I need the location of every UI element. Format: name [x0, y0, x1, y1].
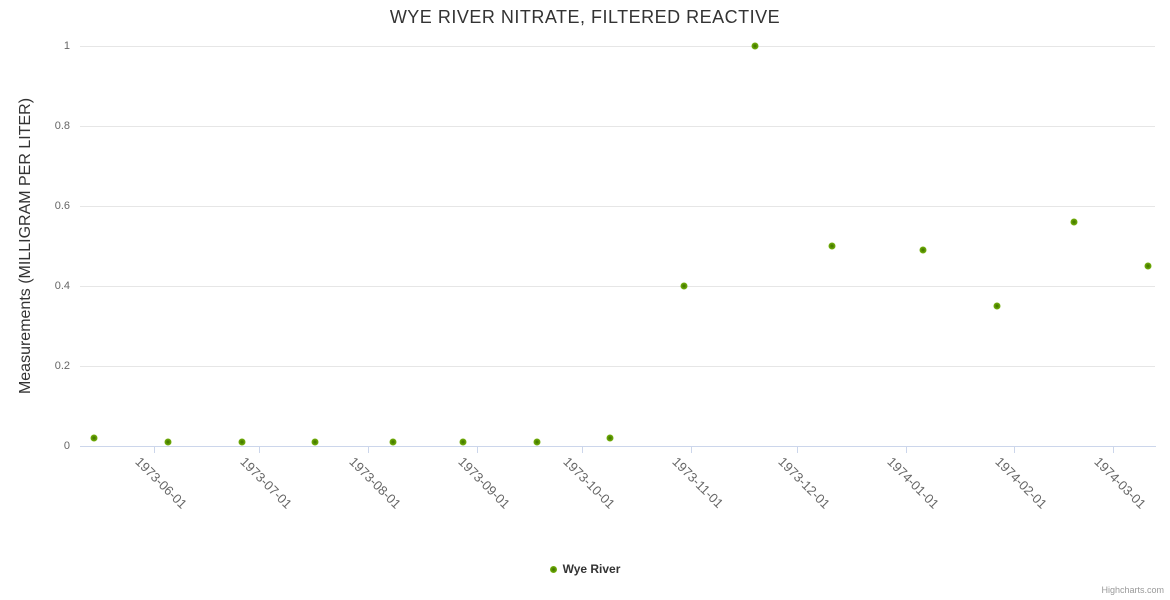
- x-tick-mark: [368, 447, 370, 453]
- data-point[interactable]: [311, 438, 319, 446]
- data-point[interactable]: [238, 438, 246, 446]
- x-tick-label: 1973-07-01: [237, 454, 296, 512]
- data-point[interactable]: [164, 438, 172, 446]
- x-tick-label: 1974-03-01: [1091, 454, 1149, 512]
- x-tick-label: 1973-08-01: [346, 454, 405, 512]
- legend: Wye River: [0, 562, 1170, 576]
- legend-item-wye-river[interactable]: Wye River: [549, 562, 621, 576]
- y-gridline: [80, 366, 1155, 367]
- y-gridline: [80, 46, 1155, 47]
- x-tick-label: 1973-12-01: [775, 454, 833, 512]
- data-point[interactable]: [751, 42, 758, 50]
- y-tick-label: 0.2: [54, 360, 70, 372]
- x-tick-mark: [691, 447, 693, 453]
- x-tick-mark: [905, 447, 907, 453]
- data-point[interactable]: [993, 302, 1001, 310]
- data-point[interactable]: [459, 438, 467, 446]
- x-tick-label: 1974-01-01: [883, 454, 942, 512]
- data-point[interactable]: [828, 242, 836, 250]
- x-tick-mark: [1112, 447, 1114, 453]
- data-point[interactable]: [389, 438, 397, 446]
- x-tick-label: 1974-02-01: [992, 454, 1051, 512]
- highcharts-credit-link[interactable]: Highcharts.com: [1101, 585, 1164, 595]
- y-tick-label: 0.6: [54, 200, 70, 212]
- x-tick-mark: [796, 447, 798, 453]
- y-tick-label: 0.8: [54, 120, 70, 132]
- y-gridline: [80, 286, 1155, 287]
- y-tick-label: 0: [63, 440, 70, 452]
- x-tick-mark: [259, 447, 261, 453]
- legend-label: Wye River: [562, 562, 621, 576]
- data-point[interactable]: [90, 434, 98, 442]
- data-point[interactable]: [680, 282, 688, 290]
- x-tick-label: 1973-10-01: [560, 454, 619, 512]
- x-tick-mark: [582, 447, 584, 453]
- data-point[interactable]: [919, 246, 927, 254]
- x-tick-label: 1973-11-01: [669, 454, 727, 511]
- x-tick-mark: [153, 447, 155, 453]
- x-tick-label: 1973-06-01: [132, 454, 190, 512]
- x-tick-mark: [476, 447, 478, 453]
- y-tick-label: 1: [63, 40, 70, 52]
- legend-marker-icon: [549, 565, 557, 573]
- data-point[interactable]: [1144, 262, 1152, 270]
- y-gridline: [80, 126, 1155, 127]
- x-axis-line: [80, 446, 1156, 447]
- x-tick-mark: [1014, 447, 1016, 453]
- y-tick-label: 0.4: [54, 280, 70, 292]
- data-point[interactable]: [533, 438, 541, 446]
- chart-title: WYE RIVER NITRATE, FILTERED REACTIVE: [389, 7, 781, 27]
- x-tick-label: 1973-09-01: [455, 454, 513, 512]
- y-gridline: [80, 206, 1155, 207]
- y-axis-title: Measurements (MILLIGRAM PER LITER): [17, 97, 34, 395]
- data-point[interactable]: [1070, 218, 1078, 226]
- data-point[interactable]: [606, 434, 614, 442]
